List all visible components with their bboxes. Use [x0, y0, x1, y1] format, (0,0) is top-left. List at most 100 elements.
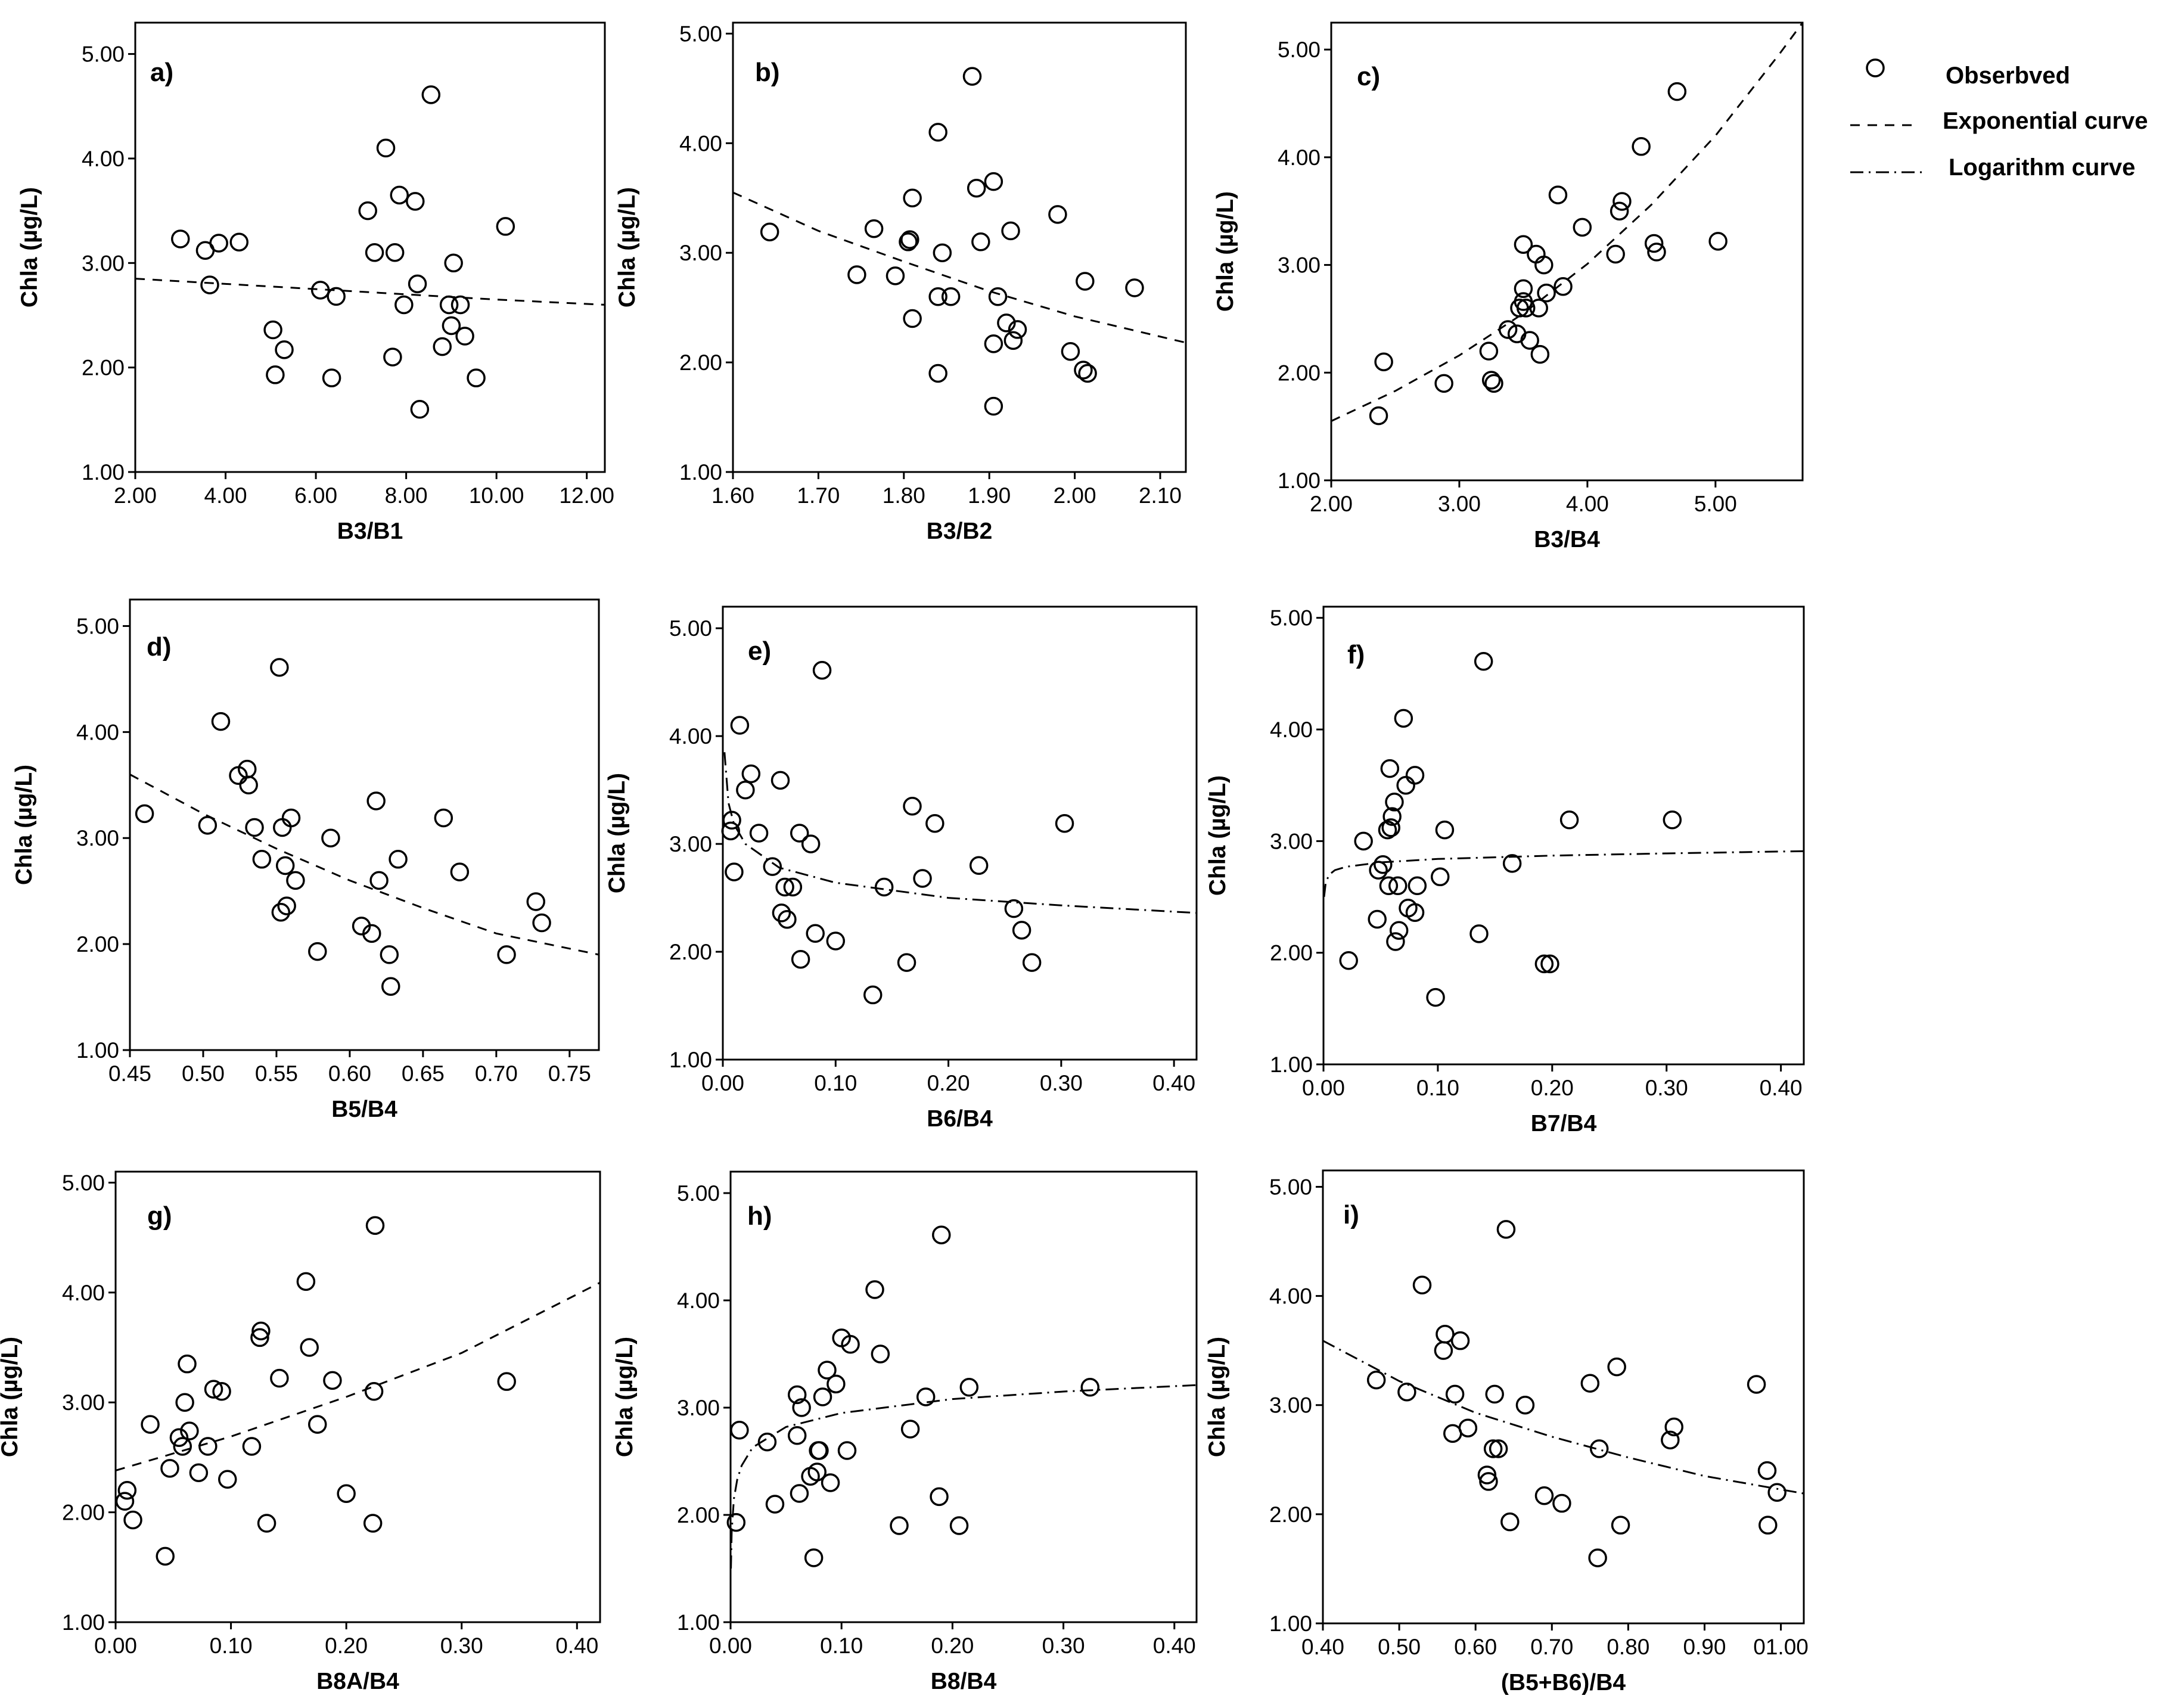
observed-point [526, 892, 545, 911]
observed-point [1379, 876, 1399, 896]
x-tick-label: 0.10 [814, 1071, 857, 1095]
observed-point [801, 834, 821, 853]
observed-point [252, 850, 272, 869]
x-tick-label: 0.30 [1042, 1634, 1085, 1658]
observed-point [1664, 1417, 1683, 1437]
observed-point [1483, 1439, 1503, 1458]
observed-point [1435, 820, 1455, 840]
x-axis-label: B7/B4 [1531, 1111, 1597, 1136]
observed-point [1374, 855, 1393, 874]
observed-point [198, 816, 218, 835]
observed-point [433, 337, 452, 356]
observed-point [1589, 1439, 1609, 1458]
x-axis-label: B5/B4 [331, 1097, 397, 1122]
observed-point [1514, 279, 1533, 299]
x-tick-label: 0.65 [402, 1061, 445, 1086]
observed-point [1426, 987, 1445, 1007]
y-tick-label: 4.00 [62, 1281, 105, 1305]
observed-point [229, 232, 249, 251]
observed-point [1386, 932, 1405, 951]
observed-point [362, 924, 381, 943]
observed-point [984, 172, 1003, 191]
x-tick-label: 0.55 [255, 1061, 298, 1086]
observed-point [180, 1421, 199, 1440]
observed-point [394, 295, 414, 315]
observed-point [308, 1415, 327, 1434]
observed-point [1554, 277, 1573, 296]
observed-point [455, 327, 474, 346]
observed-point [997, 313, 1016, 333]
y-tick-label: 5.00 [82, 42, 125, 67]
exponential-curve [115, 1281, 601, 1471]
x-tick-label: 0.70 [475, 1061, 518, 1086]
observed-point [189, 1463, 209, 1482]
observed-point [988, 287, 1008, 306]
observed-point [916, 1387, 936, 1406]
observed-point [160, 1459, 179, 1478]
plot-frame [722, 605, 1198, 1061]
observed-point [913, 869, 932, 888]
panel-f: f) 0.00 0.10 0.20 0.30 0.40 1.00 2.00 3.00 4.00 5.… [1205, 605, 1805, 1136]
x-axis-label: B3/B2 [927, 518, 993, 544]
observed-point [1474, 652, 1493, 671]
observed-point [847, 265, 866, 284]
x-axis-label: B3/B4 [1534, 527, 1600, 552]
observed-point [1540, 954, 1559, 974]
observed-point [865, 1280, 884, 1299]
observed-point [722, 810, 741, 830]
y-tick-label: 3.00 [82, 251, 125, 275]
observed-point [925, 813, 944, 833]
plot-frame [114, 1170, 601, 1623]
y-tick-label: 2.00 [1270, 941, 1313, 965]
x-axis-label: B8A/B4 [316, 1669, 399, 1694]
observed-point [971, 232, 990, 251]
observed-point [806, 924, 825, 943]
x-tick-label: 0.40 [1152, 1071, 1195, 1095]
observed-point [1489, 1439, 1508, 1458]
y-tick-label: 1.00 [677, 1610, 720, 1635]
x-tick-label: 0.40 [1301, 1635, 1344, 1659]
observed-point [322, 368, 341, 387]
observed-point [275, 856, 295, 875]
panel-d: d) 0.45 0.50 0.55 0.60 0.65 0.70 0.75 1.00 2.00 3.… [11, 598, 600, 1122]
x-tick-label: 2.00 [114, 483, 157, 508]
observed-point [300, 1338, 319, 1357]
observed-point [1559, 810, 1579, 830]
observed-point [1534, 1486, 1554, 1505]
observed-point [1573, 218, 1592, 237]
observed-point [967, 178, 986, 198]
observed-point [1445, 1384, 1465, 1404]
observed-point [1001, 221, 1020, 241]
observed-point [1430, 867, 1450, 887]
observed-point [1048, 205, 1067, 224]
observed-point [725, 862, 744, 881]
observed-point [749, 824, 769, 843]
observed-point [1580, 1374, 1600, 1393]
observed-point [1405, 766, 1425, 785]
panel-letter: e) [748, 636, 771, 666]
x-tick-label: 0.30 [1040, 1071, 1083, 1095]
observed-point [406, 192, 425, 211]
x-tick-label: 3.00 [1438, 492, 1481, 516]
y-tick-label: 5.00 [1270, 606, 1313, 631]
y-axis-label: Chla (µg/L) [1213, 191, 1238, 312]
observed-point [932, 1225, 951, 1244]
observed-point [296, 1272, 316, 1291]
logarithm-curve [1322, 1340, 1804, 1495]
observed-point [897, 953, 916, 972]
logarithm-curve [723, 752, 1197, 914]
observed-point [1498, 320, 1518, 339]
observed-point [864, 219, 884, 238]
observed-point [263, 320, 282, 340]
observed-point [941, 287, 961, 306]
x-axis-label: B3/B1 [337, 518, 403, 544]
y-tick-label: 2.00 [76, 932, 119, 957]
x-tick-label: 4.00 [1566, 492, 1609, 516]
y-tick-label: 3.00 [679, 241, 722, 265]
y-axis-label: Chla (µg/L) [11, 765, 37, 885]
legend-observed-marker [1866, 58, 1885, 77]
observed-point [807, 1462, 827, 1482]
observed-point [959, 1378, 979, 1397]
observed-point [1644, 234, 1664, 253]
observed-point [169, 1428, 189, 1447]
